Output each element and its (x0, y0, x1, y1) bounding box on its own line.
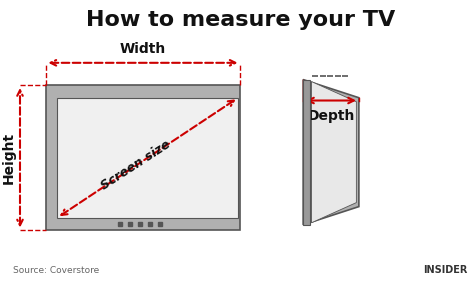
Text: Source: Coverstore: Source: Coverstore (13, 266, 99, 275)
Bar (46, 85, 240, 230)
Polygon shape (311, 81, 356, 223)
Bar (57, 98, 238, 218)
Text: Screen size: Screen size (99, 137, 173, 192)
Text: Depth: Depth (307, 109, 355, 123)
Polygon shape (303, 80, 310, 225)
Text: Height: Height (1, 132, 15, 184)
Text: How to measure your TV: How to measure your TV (86, 10, 395, 30)
Text: Width: Width (120, 42, 166, 56)
Polygon shape (303, 80, 359, 225)
Text: INSIDER: INSIDER (424, 265, 468, 275)
